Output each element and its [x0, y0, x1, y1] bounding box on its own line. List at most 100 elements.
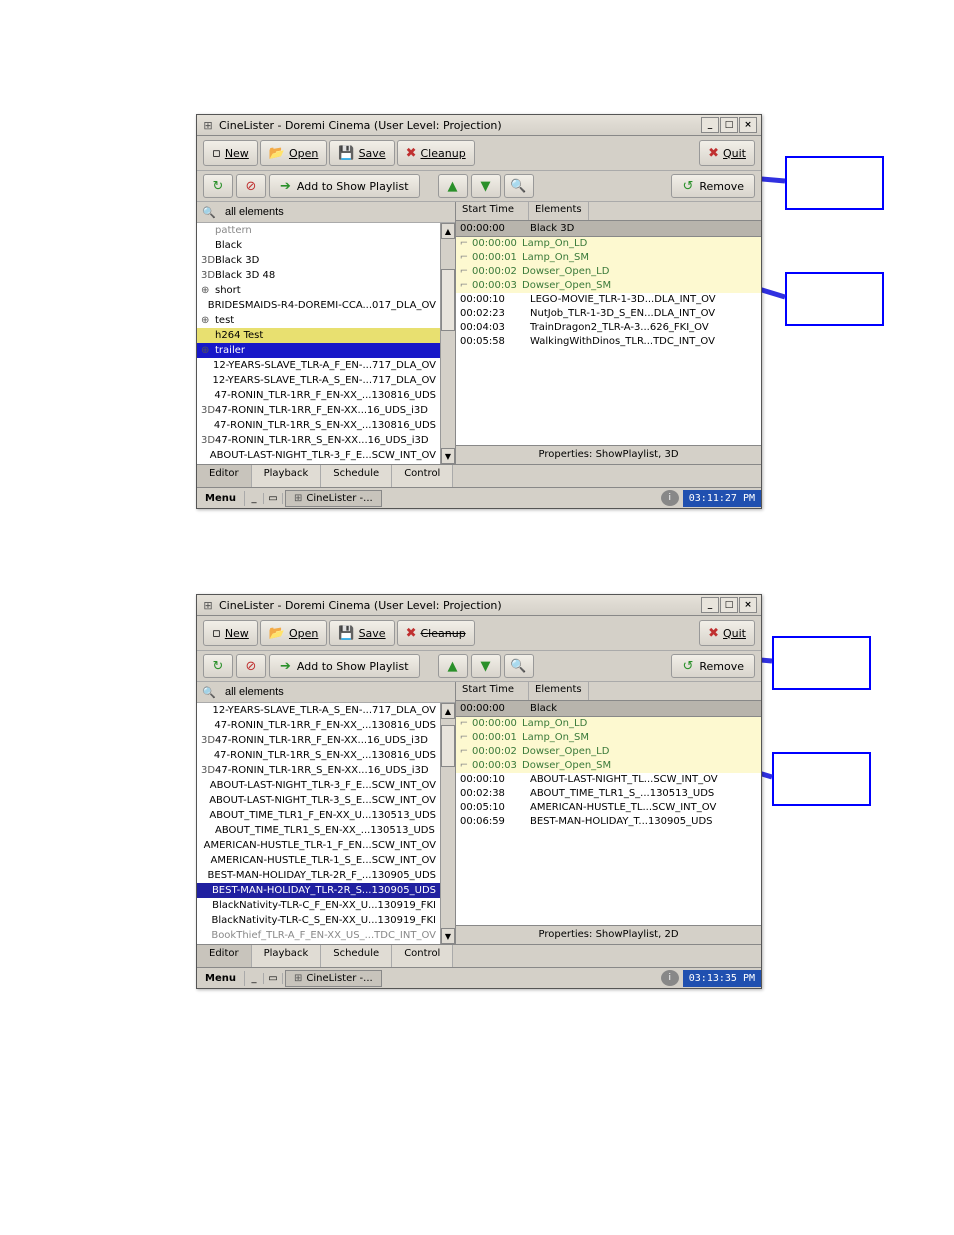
- close-button[interactable]: ×: [739, 597, 757, 613]
- elements-list[interactable]: 12-YEARS-SLAVE_TLR-A_S_EN-...717_DLA_OV4…: [197, 703, 455, 944]
- show-desktop-icon[interactable]: _: [245, 973, 264, 984]
- inspect-button[interactable]: 🔍: [504, 654, 534, 678]
- playlist-item[interactable]: 00:04:03TrainDragon2_TLR-A-3...626_FKI_O…: [456, 321, 761, 335]
- maximize-button[interactable]: □: [720, 117, 738, 133]
- list-item[interactable]: 3D47-RONIN_TLR-1RR_S_EN-XX...16_UDS_i3D: [197, 763, 440, 778]
- list-item[interactable]: BEST-MAN-HOLIDAY_TLR-2R_S...130905_UDS: [197, 883, 440, 898]
- scroll-thumb[interactable]: [441, 725, 455, 767]
- list-item[interactable]: 3D47-RONIN_TLR-1RR_S_EN-XX...16_UDS_i3D: [197, 433, 440, 448]
- playlist-item[interactable]: 00:06:59BEST-MAN-HOLIDAY_T...130905_UDS: [456, 815, 761, 829]
- list-item[interactable]: 3D47-RONIN_TLR-1RR_F_EN-XX...16_UDS_i3D: [197, 403, 440, 418]
- titlebar[interactable]: ⊞ CineLister - Doremi Cinema (User Level…: [197, 115, 761, 136]
- list-item[interactable]: 3D47-RONIN_TLR-1RR_F_EN-XX...16_UDS_i3D: [197, 733, 440, 748]
- scroll-down-button[interactable]: ▼: [441, 928, 455, 944]
- list-item[interactable]: ABOUT-LAST-NIGHT_TLR-3_S_E...SCW_INT_OV: [197, 793, 440, 808]
- elements-list[interactable]: patternBlack3DBlack 3D3DBlack 3D 48⊕shor…: [197, 223, 455, 464]
- list-item[interactable]: ABOUT-LAST-NIGHT_TLR-3_F_E...SCW_INT_OV: [197, 778, 440, 793]
- delete-filter-button[interactable]: ⊘: [236, 174, 266, 198]
- list-item[interactable]: 3DBlack 3D: [197, 253, 440, 268]
- list-item[interactable]: Black: [197, 238, 440, 253]
- playlist-macro[interactable]: ⌐00:00:03Dowser_Open_SM: [456, 279, 761, 293]
- playlist-item[interactable]: 00:05:10AMERICAN-HUSTLE_TL...SCW_INT_OV: [456, 801, 761, 815]
- playlist-list[interactable]: 00:00:00 Black 3D ⌐00:00:00Lamp_On_LD⌐00…: [456, 221, 761, 445]
- window-list-icon[interactable]: ▭: [264, 493, 283, 504]
- col-start-time[interactable]: Start Time: [456, 682, 529, 700]
- taskbar-task[interactable]: ⊞CineLister -...: [285, 490, 382, 507]
- list-item[interactable]: BlackNativity-TLR-C_S_EN-XX_U...130919_F…: [197, 913, 440, 928]
- scrollbar[interactable]: ▲ ▼: [440, 703, 455, 944]
- remove-button[interactable]: ↺Remove: [671, 174, 755, 198]
- add-to-playlist-button[interactable]: ➔Add to Show Playlist: [269, 654, 420, 678]
- col-elements[interactable]: Elements: [529, 682, 589, 700]
- playlist-list[interactable]: 00:00:00 Black ⌐00:00:00Lamp_On_LD⌐00:00…: [456, 701, 761, 925]
- move-down-button[interactable]: ▼: [471, 654, 501, 678]
- open-button[interactable]: 📂Open: [260, 140, 328, 166]
- taskbar-task[interactable]: ⊞CineLister -...: [285, 970, 382, 987]
- move-up-button[interactable]: ▲: [438, 174, 468, 198]
- playlist-item[interactable]: 00:05:58WalkingWithDinos_TLR...TDC_INT_O…: [456, 335, 761, 349]
- minimize-button[interactable]: _: [701, 597, 719, 613]
- maximize-button[interactable]: □: [720, 597, 738, 613]
- show-desktop-icon[interactable]: _: [245, 493, 264, 504]
- cleanup-button[interactable]: ✖Cleanup: [397, 140, 475, 166]
- inspect-button[interactable]: 🔍: [504, 174, 534, 198]
- playlist-macro[interactable]: ⌐00:00:00Lamp_On_LD: [456, 717, 761, 731]
- save-button[interactable]: 💾Save: [329, 620, 394, 646]
- list-item[interactable]: BlackNativity-TLR-C_F_EN-XX_U...130919_F…: [197, 898, 440, 913]
- list-item[interactable]: AMERICAN-HUSTLE_TLR-1_S_E...SCW_INT_OV: [197, 853, 440, 868]
- minimize-button[interactable]: _: [701, 117, 719, 133]
- list-item[interactable]: 12-YEARS-SLAVE_TLR-A_F_EN-...717_DLA_OV: [197, 358, 440, 373]
- list-item[interactable]: ABOUT_TIME_TLR1_S_EN-XX_...130513_UDS: [197, 823, 440, 838]
- delete-filter-button[interactable]: ⊘: [236, 654, 266, 678]
- list-item[interactable]: ⊕test: [197, 313, 440, 328]
- list-item[interactable]: AMERICAN-HUSTLE_TLR-1_F_EN...SCW_INT_OV: [197, 838, 440, 853]
- playlist-item[interactable]: 00:02:38ABOUT_TIME_TLR1_S_...130513_UDS: [456, 787, 761, 801]
- playlist-item[interactable]: 00:02:23NutJob_TLR-1-3D_S_EN...DLA_INT_O…: [456, 307, 761, 321]
- list-item[interactable]: pattern: [197, 223, 440, 238]
- window-list-icon[interactable]: ▭: [264, 973, 283, 984]
- refresh-button[interactable]: ↻: [203, 174, 233, 198]
- playlist-item[interactable]: 00:00:10ABOUT-LAST-NIGHT_TL...SCW_INT_OV: [456, 773, 761, 787]
- playlist-macro[interactable]: ⌐00:00:00Lamp_On_LD: [456, 237, 761, 251]
- playlist-macro[interactable]: ⌐00:00:01Lamp_On_SM: [456, 731, 761, 745]
- scroll-thumb[interactable]: [441, 269, 455, 331]
- playlist-macro[interactable]: ⌐00:00:02Dowser_Open_LD: [456, 745, 761, 759]
- list-item[interactable]: 47-RONIN_TLR-1RR_F_EN-XX_...130816_UDS: [197, 718, 440, 733]
- titlebar[interactable]: ⊞ CineLister - Doremi Cinema (User Level…: [197, 595, 761, 616]
- list-item[interactable]: 47-RONIN_TLR-1RR_S_EN-XX_...130816_UDS: [197, 418, 440, 433]
- playlist-group-header[interactable]: 00:00:00 Black 3D: [456, 221, 761, 237]
- list-item[interactable]: ⊕trailer: [197, 343, 440, 358]
- filter-input[interactable]: [223, 685, 451, 699]
- scroll-up-button[interactable]: ▲: [441, 223, 455, 239]
- tab-playback[interactable]: Playback: [252, 945, 322, 967]
- cleanup-button[interactable]: ✖Cleanup: [397, 620, 475, 646]
- quit-button[interactable]: ✖Quit: [699, 140, 755, 166]
- list-item[interactable]: BRIDESMAIDS-R4-DOREMI-CCA...017_DLA_OV: [197, 298, 440, 313]
- tab-editor[interactable]: Editor: [197, 945, 252, 967]
- tray-info-icon[interactable]: i: [661, 490, 679, 506]
- list-item[interactable]: ⊕short: [197, 283, 440, 298]
- add-to-playlist-button[interactable]: ➔Add to Show Playlist: [269, 174, 420, 198]
- col-start-time[interactable]: Start Time: [456, 202, 529, 220]
- menu-button[interactable]: Menu: [197, 491, 245, 506]
- list-item[interactable]: 47-RONIN_TLR-1RR_S_EN-XX_...130816_UDS: [197, 748, 440, 763]
- tray-info-icon[interactable]: i: [661, 970, 679, 986]
- list-item[interactable]: BookThief_TLR-A_F_EN-XX_US_...TDC_INT_OV: [197, 928, 440, 943]
- move-up-button[interactable]: ▲: [438, 654, 468, 678]
- tab-schedule[interactable]: Schedule: [321, 465, 392, 487]
- playlist-group-header[interactable]: 00:00:00 Black: [456, 701, 761, 717]
- playlist-item[interactable]: 00:00:10LEGO-MOVIE_TLR-1-3D...DLA_INT_OV: [456, 293, 761, 307]
- move-down-button[interactable]: ▼: [471, 174, 501, 198]
- tab-editor[interactable]: Editor: [197, 465, 252, 487]
- playlist-macro[interactable]: ⌐00:00:01Lamp_On_SM: [456, 251, 761, 265]
- new-button[interactable]: ▫New: [203, 620, 258, 646]
- playlist-macro[interactable]: ⌐00:00:03Dowser_Open_SM: [456, 759, 761, 773]
- scroll-down-button[interactable]: ▼: [441, 448, 455, 464]
- scroll-up-button[interactable]: ▲: [441, 703, 455, 719]
- list-item[interactable]: h264 Test: [197, 328, 440, 343]
- tab-schedule[interactable]: Schedule: [321, 945, 392, 967]
- list-item[interactable]: 12-YEARS-SLAVE_TLR-A_S_EN-...717_DLA_OV: [197, 703, 440, 718]
- list-item[interactable]: 47-RONIN_TLR-1RR_F_EN-XX_...130816_UDS: [197, 388, 440, 403]
- playlist-macro[interactable]: ⌐00:00:02Dowser_Open_LD: [456, 265, 761, 279]
- quit-button[interactable]: ✖Quit: [699, 620, 755, 646]
